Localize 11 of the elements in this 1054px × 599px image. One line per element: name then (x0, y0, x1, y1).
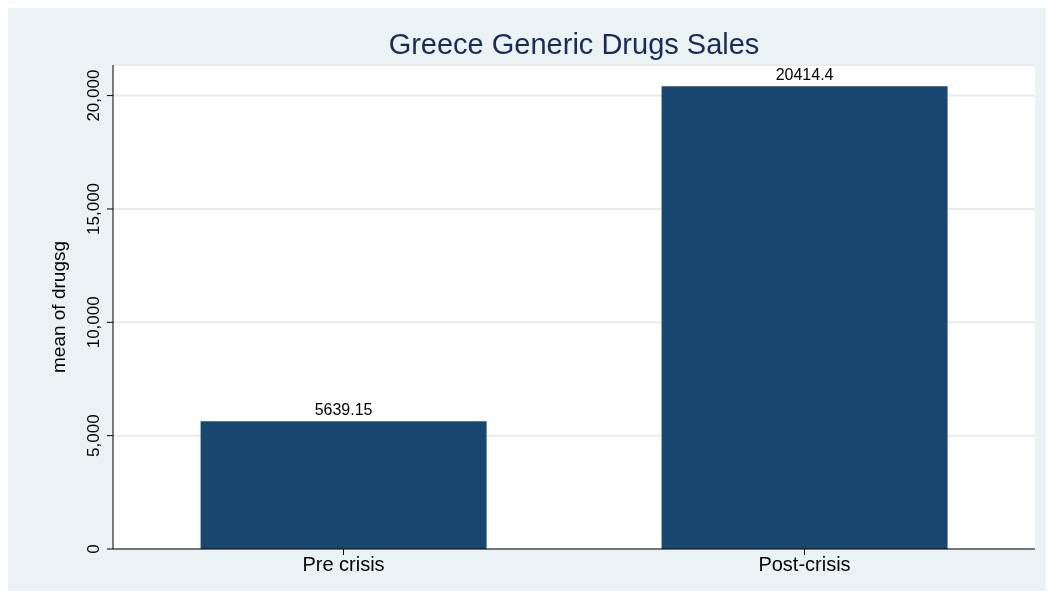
y-tick-label: 5,000 (84, 414, 103, 457)
y-tick-label: 0 (84, 544, 103, 554)
y-tick-label: 20,000 (84, 69, 103, 122)
x-tick-label: Pre crisis (302, 553, 385, 576)
data-label: 20414.4 (775, 66, 834, 84)
y-axis-title: mean of drugsg (47, 240, 69, 374)
chart-title: Greece Generic Drugs Sales (387, 28, 761, 61)
y-tick-label: 15,000 (84, 182, 103, 235)
y-tick-label: 10,000 (84, 296, 103, 349)
x-tick-label: Post-crisis (758, 553, 851, 576)
data-label: 5639.15 (314, 401, 373, 419)
